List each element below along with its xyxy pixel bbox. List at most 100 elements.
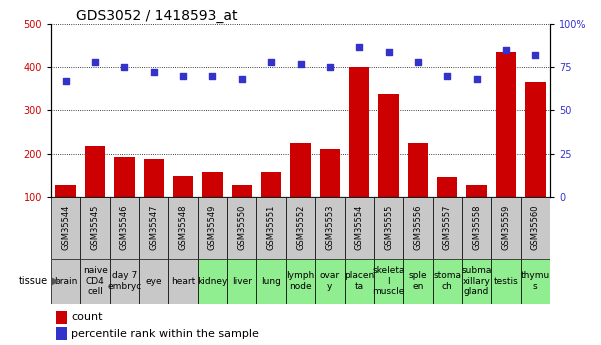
Bar xyxy=(462,259,491,304)
Text: stoma
ch: stoma ch xyxy=(433,272,461,291)
Bar xyxy=(173,176,194,240)
Text: sple
en: sple en xyxy=(409,272,427,291)
Text: percentile rank within the sample: percentile rank within the sample xyxy=(71,329,259,338)
Bar xyxy=(320,149,340,240)
Text: GSM35556: GSM35556 xyxy=(413,205,423,250)
Bar xyxy=(315,197,344,259)
Text: GSM35545: GSM35545 xyxy=(91,205,100,250)
Bar xyxy=(51,197,81,259)
Text: testis: testis xyxy=(493,277,518,286)
Point xyxy=(178,73,188,79)
Bar xyxy=(257,197,286,259)
Text: skeleta
l
muscle: skeleta l muscle xyxy=(372,266,405,296)
Text: GSM35555: GSM35555 xyxy=(384,205,393,250)
Point xyxy=(383,49,393,55)
Bar xyxy=(51,259,81,304)
Bar xyxy=(110,259,139,304)
Point xyxy=(149,70,159,75)
Bar xyxy=(286,197,315,259)
Bar xyxy=(466,185,487,240)
Text: heart: heart xyxy=(171,277,195,286)
Text: kidney: kidney xyxy=(197,277,228,286)
Text: placen
ta: placen ta xyxy=(344,272,374,291)
Point xyxy=(442,73,452,79)
Bar xyxy=(491,197,520,259)
Text: GSM35554: GSM35554 xyxy=(355,205,364,250)
Text: tissue: tissue xyxy=(19,276,48,286)
Bar xyxy=(85,146,105,240)
Bar xyxy=(437,177,457,240)
Point xyxy=(90,59,100,65)
Bar xyxy=(344,197,374,259)
Text: count: count xyxy=(71,313,103,322)
Point xyxy=(325,65,335,70)
Bar xyxy=(231,185,252,240)
Bar xyxy=(55,185,76,240)
Point xyxy=(472,77,481,82)
Bar xyxy=(227,197,257,259)
Point xyxy=(266,59,276,65)
Text: thymu
s: thymu s xyxy=(520,272,550,291)
Text: lung: lung xyxy=(261,277,281,286)
Bar xyxy=(139,259,168,304)
Text: naive
CD4
cell: naive CD4 cell xyxy=(83,266,108,296)
Text: GSM35559: GSM35559 xyxy=(501,205,510,250)
Bar xyxy=(286,259,315,304)
Text: GSM35557: GSM35557 xyxy=(443,205,452,250)
Bar xyxy=(349,67,370,240)
Bar xyxy=(139,197,168,259)
Text: ▶: ▶ xyxy=(52,276,59,286)
Bar xyxy=(81,197,110,259)
Bar xyxy=(144,159,164,240)
Bar xyxy=(525,82,546,240)
Bar xyxy=(315,259,344,304)
Point xyxy=(413,59,423,65)
Bar xyxy=(378,94,399,240)
Point xyxy=(296,61,305,67)
Bar xyxy=(56,311,67,324)
Text: liver: liver xyxy=(232,277,252,286)
Point xyxy=(531,52,540,58)
Bar xyxy=(114,157,135,240)
Point xyxy=(237,77,246,82)
Bar xyxy=(433,259,462,304)
Text: GSM35551: GSM35551 xyxy=(267,205,276,250)
Bar xyxy=(110,197,139,259)
Text: GDS3052 / 1418593_at: GDS3052 / 1418593_at xyxy=(76,9,237,23)
Bar xyxy=(290,143,311,240)
Text: GSM35549: GSM35549 xyxy=(208,205,217,250)
Bar xyxy=(202,172,223,240)
Bar xyxy=(168,259,198,304)
Bar xyxy=(81,259,110,304)
Bar xyxy=(403,197,433,259)
Bar xyxy=(520,197,550,259)
Text: eye: eye xyxy=(145,277,162,286)
Bar xyxy=(168,197,198,259)
Bar xyxy=(374,197,403,259)
Text: brain: brain xyxy=(54,277,78,286)
Point xyxy=(355,44,364,49)
Point xyxy=(61,78,70,84)
Bar xyxy=(56,327,67,340)
Bar xyxy=(257,259,286,304)
Bar xyxy=(403,259,433,304)
Bar xyxy=(374,259,403,304)
Text: GSM35552: GSM35552 xyxy=(296,205,305,250)
Text: GSM35558: GSM35558 xyxy=(472,205,481,250)
Text: GSM35548: GSM35548 xyxy=(178,205,188,250)
Bar xyxy=(520,259,550,304)
Bar xyxy=(261,172,281,240)
Bar xyxy=(227,259,257,304)
Bar xyxy=(433,197,462,259)
Text: lymph
node: lymph node xyxy=(286,272,315,291)
Text: GSM35550: GSM35550 xyxy=(237,205,246,250)
Text: ovar
y: ovar y xyxy=(320,272,340,291)
Bar xyxy=(496,52,516,240)
Point xyxy=(208,73,218,79)
Text: GSM35544: GSM35544 xyxy=(61,205,70,250)
Text: GSM35560: GSM35560 xyxy=(531,205,540,250)
Text: GSM35553: GSM35553 xyxy=(325,205,334,250)
Text: GSM35546: GSM35546 xyxy=(120,205,129,250)
Text: day 7
embryc: day 7 embryc xyxy=(108,272,142,291)
Point xyxy=(120,65,129,70)
